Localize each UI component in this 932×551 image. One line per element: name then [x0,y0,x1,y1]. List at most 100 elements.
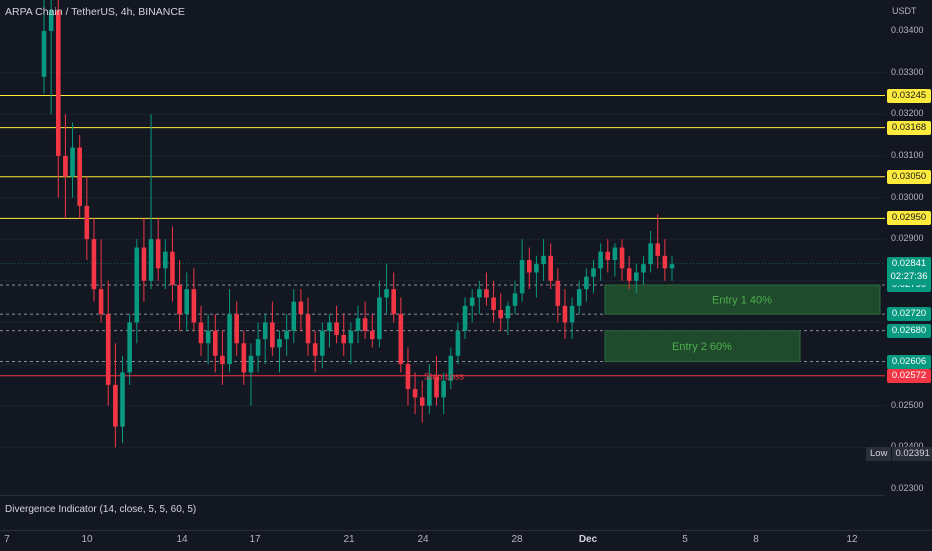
candle-body [641,264,646,273]
price-axis-label: 0.02900 [891,233,924,244]
candle-body [91,239,97,290]
candle-body [270,322,275,348]
candle-body [48,10,54,31]
candle-body [419,397,425,406]
candle-body [377,297,382,340]
candle-body [655,243,661,256]
time-axis-label: 21 [343,534,355,545]
indicator-pane[interactable]: Divergence Indicator (14, close, 5, 5, 6… [0,495,885,531]
candle-body [320,330,325,356]
resistance-price-tag: 0.02950 [887,211,931,226]
price-axis-label: 0.03300 [891,66,924,77]
candle-body [77,147,82,206]
candle-body [84,205,90,240]
stop-loss-label: Stop Loss [424,372,465,382]
candle-body [312,343,318,356]
candle-body [41,31,47,77]
candle-body [113,384,118,427]
bar-countdown: 02:27:36 [890,270,928,282]
candle-body [227,314,232,365]
candle-body [412,389,418,398]
candle-body [634,272,639,281]
annotations: Stop Loss [424,372,465,382]
entry-1-label: Entry 1 40% [712,295,772,307]
candle-body [569,305,575,323]
entry-1-zone [604,284,881,315]
time-axis-label: 12 [846,534,858,545]
level-price-tag: 0.02680 [887,323,931,338]
candle-body [477,289,482,298]
low-marker: Low 0.02391 [866,447,932,461]
indicator-label: Divergence Indicator (14, close, 5, 5, 6… [5,504,197,515]
candle-body [398,314,404,365]
candle-body [441,380,446,398]
candle-body [262,322,268,340]
candle-body [341,334,347,344]
candle-body [576,289,582,306]
candle-body [648,243,653,265]
candle-body [562,305,568,323]
candle-body [498,309,504,319]
candle-body [120,372,125,427]
candle-body [184,289,190,315]
candle-body [255,339,261,356]
candle-body [198,322,204,344]
candle-body [277,339,282,348]
time-axis-label: 24 [417,534,429,545]
candle-body [327,322,332,331]
candles [41,0,675,448]
time-axis-label: 28 [511,534,523,545]
price-axis-label: 0.03100 [891,149,924,160]
candle-body [598,251,603,269]
candle-body [298,301,304,315]
candle-body [469,297,475,306]
candle-body [548,255,553,281]
current-price-value: 0.02841 [891,257,927,269]
entry-2-zone [604,330,801,363]
candle-body [212,330,218,356]
price-axis-label: 0.02400 [891,441,924,451]
low-label: Low [866,447,892,461]
price-axis-label: 0.02500 [891,399,924,410]
symbol-title: ARPA Chain / TetherUS, 4h, BINANCE [5,6,185,18]
level-price-tag: 0.02720 [887,307,931,322]
price-axis-label: 0.03000 [891,191,924,202]
candle-body [626,268,632,281]
candle-body [391,289,396,315]
candle-body [612,247,618,260]
candle-body [55,10,61,156]
candle-body [519,260,525,294]
candle-body [234,314,239,344]
time-axis-label: 8 [753,534,759,545]
candle-body [170,251,175,285]
candle-body [505,305,511,319]
horizontal-levels [0,72,885,448]
candle-body [334,322,339,335]
candle-body [105,314,111,385]
candle-body [355,318,361,331]
candle-body [305,314,311,344]
candle-body [484,289,489,298]
price-axis-label: 0.02300 [891,483,924,493]
resistance-price-tag: 0.03168 [887,120,931,135]
time-axis-label: Dec [578,534,598,545]
candlestick-chart[interactable]: Entry 1 40% Entry 2 60% Stop Loss [0,0,885,495]
price-axis[interactable]: USDT 0.03400 0.03300 0.03200 0.03100 0.03000… [885,0,932,530]
candle-body [491,297,496,310]
time-axis-label: 14 [176,534,188,545]
time-axis[interactable]: 7 10 14 17 21 24 28 Dec 5 8 12 [0,530,932,551]
stop-loss-price-tag: 0.02572 [887,368,931,383]
candle-body [427,376,432,406]
candle-body [205,330,211,344]
price-axis-label: 0.03200 [891,108,924,119]
time-axis-label: 5 [682,534,688,545]
candle-body [348,330,354,344]
entry-2-label: Entry 2 60% [672,341,732,353]
candle-body [141,247,147,281]
price-chart[interactable]: Entry 1 40% Entry 2 60% Stop Loss ARPA Ch… [0,0,885,495]
candle-body [526,260,532,273]
currency-label: USDT [892,6,917,16]
candle-body [70,147,75,177]
candle-body [591,268,596,277]
resistance-price-tag: 0.03245 [887,88,931,103]
